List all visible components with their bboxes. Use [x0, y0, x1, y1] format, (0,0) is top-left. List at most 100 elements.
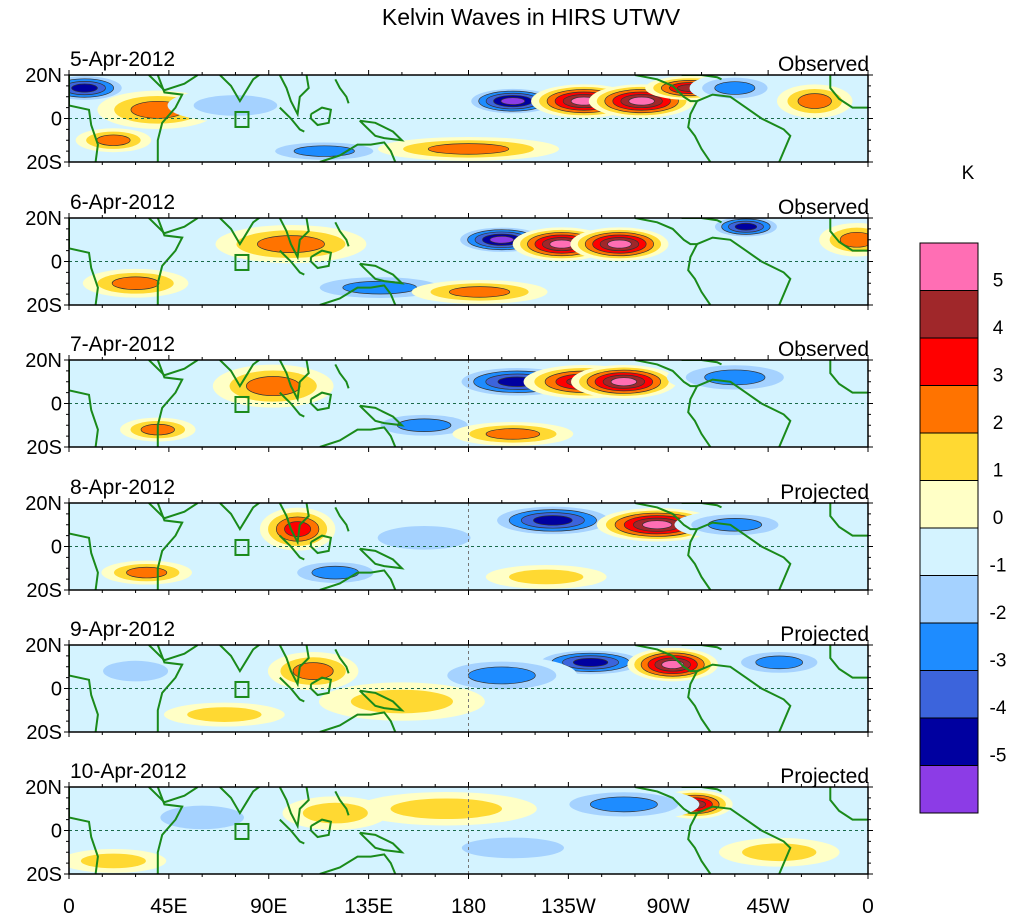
coastline [279, 249, 305, 276]
x-tick-label: 180 [451, 895, 486, 918]
panel-date-label: 7-Apr-2012 [70, 333, 175, 356]
coastline [696, 378, 792, 447]
map-panel: 20N 0 20S 6-Apr-2012 Observed [25, 191, 873, 317]
coastline [319, 141, 397, 162]
y-tick-label: 0 [51, 252, 62, 274]
colorbar-label: 0 [993, 508, 1004, 529]
coastline [359, 404, 405, 427]
coastline [829, 218, 868, 252]
colorbar-label: -5 [990, 746, 1007, 767]
region-marker [234, 253, 250, 271]
contour-blob [377, 526, 471, 550]
contour-blob [714, 81, 756, 95]
coastline [278, 218, 310, 261]
coastline [148, 645, 199, 662]
map-panel: 20N 0 20S 8-Apr-2012 Projected [25, 476, 873, 602]
coastline [359, 689, 405, 712]
coastline [687, 100, 712, 162]
panel-date-label: 6-Apr-2012 [70, 191, 175, 214]
coastline [687, 528, 712, 590]
contour-blob [96, 134, 131, 146]
coastline [359, 262, 405, 285]
contour-blob [734, 222, 758, 231]
coastline [829, 645, 868, 679]
coastline [829, 503, 868, 537]
coastline [69, 75, 99, 162]
contour-blob [427, 143, 510, 155]
coastline [681, 787, 722, 793]
contour-blob [160, 805, 244, 830]
coastline [681, 75, 722, 81]
colorbar-label: 3 [993, 366, 1004, 387]
colorbar-swatch [919, 622, 979, 671]
coastline [156, 360, 184, 447]
x-tick-label: 135E [344, 895, 393, 918]
anomaly-field [69, 645, 868, 732]
map-panel: 20N 0 20S 10-Apr-2012 Projected [25, 760, 873, 886]
contour-blob [642, 520, 673, 530]
contour-blob [549, 239, 574, 249]
colorbar-label: 1 [993, 461, 1004, 482]
coastline [359, 831, 405, 854]
contour-blob [489, 235, 515, 244]
coastline [219, 75, 261, 104]
colorbar-swatch [919, 670, 979, 719]
x-tick-label: 90E [250, 895, 287, 918]
coastline [696, 663, 792, 732]
coastline [69, 503, 99, 590]
contour-blob [342, 280, 417, 295]
coastline [334, 78, 350, 104]
coastline [279, 676, 305, 703]
anomaly-field [69, 75, 868, 162]
y-tick-label: 20S [26, 295, 62, 317]
coastline [334, 221, 350, 247]
panel-date-label: 10-Apr-2012 [70, 760, 187, 783]
anomaly-field [69, 360, 868, 447]
coastline [829, 787, 868, 821]
contour-blob [71, 83, 98, 93]
anomaly-field [69, 503, 868, 590]
x-tick-label: 45W [747, 895, 790, 918]
anomaly-field [69, 218, 868, 305]
colorbar-swatch [919, 432, 979, 481]
coastline [219, 645, 261, 674]
coastline [148, 218, 199, 235]
contour-blob [572, 657, 609, 667]
colorbar-label: -4 [990, 698, 1007, 719]
coastline [681, 645, 722, 651]
contour-blob [755, 655, 804, 670]
colorbar-swatch [919, 575, 979, 624]
coastline [634, 360, 698, 388]
colorbar-swatch [919, 337, 979, 386]
coastline [687, 812, 712, 874]
colorbar-swatch [919, 242, 979, 291]
map-panel: 20N 0 20S 9-Apr-2012 Projected [25, 618, 873, 744]
colorbar-swatch [919, 480, 979, 529]
y-tick-label: 20S [26, 152, 62, 174]
coastline [696, 236, 792, 305]
coastline [319, 426, 397, 447]
coastline [278, 645, 310, 688]
y-tick-label: 0 [51, 821, 62, 843]
y-tick-label: 20S [26, 580, 62, 602]
y-tick-label: 20N [25, 493, 62, 515]
coastline [219, 503, 261, 532]
coastline [334, 363, 350, 389]
coastline [359, 119, 405, 142]
coastline [69, 218, 99, 305]
contour-blob [187, 707, 262, 722]
coastline [334, 790, 350, 816]
y-tick-label: 20N [25, 635, 62, 657]
contour-blob [396, 418, 452, 432]
colorbar-label: -3 [990, 651, 1007, 672]
x-tick-label: 45E [150, 895, 187, 918]
colorbar-swatch [919, 765, 979, 814]
contour-blob [111, 276, 160, 290]
contour-blob [742, 843, 817, 862]
contour-blob [607, 239, 632, 249]
contour-blob [500, 97, 526, 105]
coastline [148, 75, 199, 92]
y-tick-label: 20S [26, 864, 62, 886]
y-tick-label: 0 [51, 394, 62, 416]
contour-blob [509, 569, 584, 585]
